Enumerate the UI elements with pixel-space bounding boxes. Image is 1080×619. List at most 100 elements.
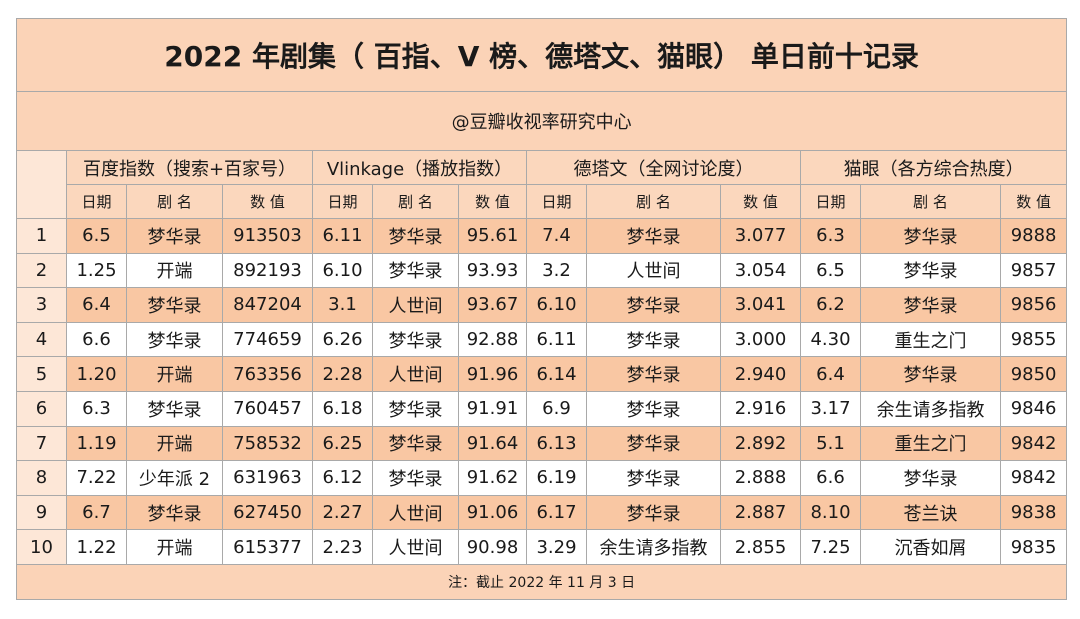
data-cell: 6.13	[526, 425, 587, 462]
column-header: 日期	[312, 184, 373, 219]
data-cell: 1.25	[66, 252, 127, 289]
rank-cell: 2	[16, 252, 67, 289]
data-cell: 847204	[222, 287, 313, 323]
data-cell: 梦华录	[586, 321, 721, 358]
data-cell: 9835	[999, 529, 1068, 565]
column-header: 剧 名	[586, 184, 721, 219]
data-cell: 2.23	[312, 529, 373, 565]
data-cell: 梦华录	[126, 494, 223, 531]
data-cell: 95.61	[458, 218, 527, 254]
data-cell: 2.888	[720, 460, 801, 496]
data-cell: 9857	[999, 252, 1068, 289]
data-cell: 6.2	[800, 287, 861, 323]
data-cell: 梦华录	[126, 218, 223, 254]
data-cell: 615377	[222, 529, 313, 565]
rank-cell: 7	[16, 425, 67, 462]
data-cell: 沉香如屑	[860, 529, 1001, 565]
group-header: 猫眼（各方综合热度）	[799, 150, 1068, 185]
data-cell: 6.4	[800, 356, 861, 392]
column-header: 数 值	[720, 184, 801, 219]
data-cell: 3.000	[720, 321, 801, 358]
data-row: 1 6.5 梦华录 913503 6.11 梦华录 95.61 7.4 梦华录 3.077 6.3 梦…	[16, 218, 1068, 254]
data-cell: 892193	[222, 252, 313, 289]
data-cell: 9888	[999, 218, 1068, 254]
group-header: Vlinkage（播放指数）	[312, 150, 527, 185]
data-cell: 少年派 2	[126, 460, 223, 496]
data-cell: 93.93	[458, 252, 527, 289]
data-cell: 7.25	[800, 529, 861, 565]
data-row: 5 1.20 开端 763356 2.28 人世间 91.96 6.14 梦华录 2.940 6.4…	[16, 356, 1068, 392]
data-cell: 7.22	[66, 460, 127, 496]
data-cell: 6.6	[66, 321, 127, 358]
data-cell: 梦华录	[126, 321, 223, 358]
data-cell: 梦华录	[860, 287, 1001, 323]
data-cell: 3.2	[526, 252, 587, 289]
data-cell: 1.19	[66, 425, 127, 462]
data-cell: 758532	[222, 425, 313, 462]
data-cell: 6.3	[800, 218, 861, 254]
data-cell: 91.64	[458, 425, 527, 462]
note-row: 注：截止 2022 年 11 月 3 日	[15, 563, 1068, 600]
corner-cell	[16, 150, 67, 219]
data-cell: 梦华录	[586, 390, 721, 427]
data-cell: 9846	[999, 390, 1068, 427]
data-cell: 梦华录	[586, 356, 721, 392]
data-cell: 开端	[126, 425, 223, 462]
data-cell: 6.5	[800, 252, 861, 289]
data-cell: 人世间	[372, 529, 459, 565]
data-cell: 开端	[126, 356, 223, 392]
data-cell: 6.14	[526, 356, 587, 392]
data-row: 6 6.3 梦华录 760457 6.18 梦华录 91.91 6.9 梦华录 2.916 3.17…	[16, 390, 1068, 427]
data-cell: 梦华录	[126, 287, 223, 323]
data-cell: 6.26	[312, 321, 373, 358]
data-cell: 91.06	[458, 494, 527, 531]
data-cell: 5.1	[800, 425, 861, 462]
data-cell: 3.29	[526, 529, 587, 565]
data-cell: 梦华录	[586, 218, 721, 254]
column-header: 剧 名	[372, 184, 459, 219]
column-header: 数 值	[999, 184, 1068, 219]
data-cell: 梦华录	[372, 321, 459, 358]
data-cell: 梦华录	[372, 390, 459, 427]
data-cell: 3.054	[720, 252, 801, 289]
data-row: 8 7.22 少年派 2 631963 6.12 梦华录 91.62 6.19 梦华录 2.888…	[16, 460, 1068, 496]
data-cell: 4.30	[800, 321, 861, 358]
data-cell: 梦华录	[372, 425, 459, 462]
data-cell: 梦华录	[372, 460, 459, 496]
data-cell: 6.11	[312, 218, 373, 254]
column-header: 剧 名	[860, 184, 1001, 219]
data-cell: 2.916	[720, 390, 801, 427]
data-cell: 93.67	[458, 287, 527, 323]
table-body: 2022 年剧集（ 百指、V 榜、德塔文、猫眼） 单日前十记录 @豆瓣收视率研究…	[15, 18, 1068, 600]
data-cell: 91.62	[458, 460, 527, 496]
data-cell: 9842	[999, 425, 1068, 462]
data-cell: 梦华录	[586, 460, 721, 496]
data-cell: 2.27	[312, 494, 373, 531]
data-cell: 梦华录	[372, 218, 459, 254]
data-cell: 人世间	[372, 356, 459, 392]
data-cell: 6.25	[312, 425, 373, 462]
data-cell: 苍兰诀	[860, 494, 1001, 531]
data-cell: 梦华录	[860, 460, 1001, 496]
data-cell: 余生请多指教	[860, 390, 1001, 427]
rank-cell: 1	[16, 218, 67, 254]
data-cell: 9855	[999, 321, 1068, 358]
data-cell: 梦华录	[860, 252, 1001, 289]
rank-cell: 6	[16, 390, 67, 427]
column-header: 日期	[66, 184, 127, 219]
data-cell: 6.17	[526, 494, 587, 531]
rank-cell: 10	[16, 529, 67, 565]
data-cell: 631963	[222, 460, 313, 496]
data-cell: 7.4	[526, 218, 587, 254]
data-cell: 8.10	[800, 494, 861, 531]
data-cell: 人世间	[372, 287, 459, 323]
data-cell: 760457	[222, 390, 313, 427]
rank-cell: 5	[16, 356, 67, 392]
data-row: 7 1.19 开端 758532 6.25 梦华录 91.64 6.13 梦华录 2.892 5.1…	[16, 425, 1068, 462]
note: 注：截止 2022 年 11 月 3 日	[15, 563, 1068, 600]
data-cell: 梦华录	[586, 494, 721, 531]
data-cell: 9838	[999, 494, 1068, 531]
data-cell: 梦华录	[860, 356, 1001, 392]
data-row: 4 6.6 梦华录 774659 6.26 梦华录 92.88 6.11 梦华录 3.000 4.3…	[16, 321, 1068, 358]
